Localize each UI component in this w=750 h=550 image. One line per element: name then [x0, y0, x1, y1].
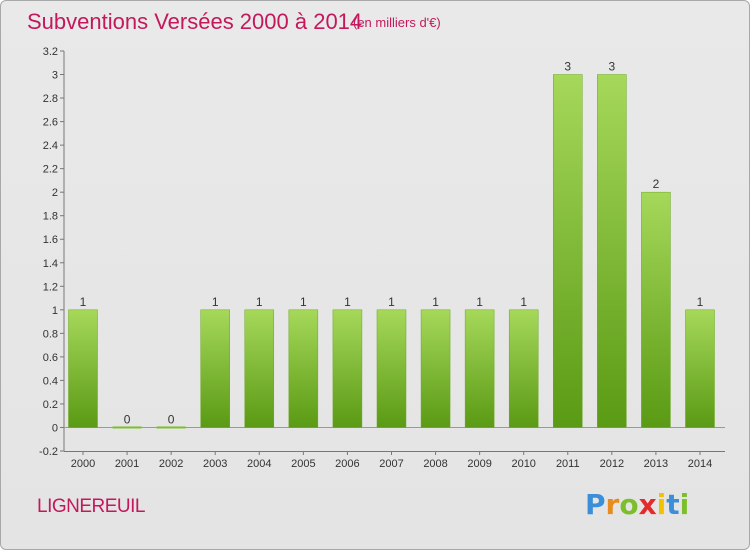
data-label: 3 — [608, 60, 615, 74]
x-tick-label: 2003 — [203, 458, 227, 470]
data-label: 1 — [256, 295, 263, 309]
x-tick-label: 2009 — [467, 458, 491, 470]
bar — [641, 191, 671, 428]
data-label: 1 — [476, 295, 483, 309]
x-tick-label: 2012 — [600, 458, 624, 470]
x-tick-label: 2008 — [423, 458, 447, 470]
bar — [464, 309, 495, 428]
y-tick-label: 1 — [52, 305, 58, 317]
y-tick-label: 1.6 — [43, 234, 58, 246]
x-tick-label: 2001 — [115, 458, 139, 470]
y-tick-label: -0.2 — [39, 446, 58, 458]
x-tick-label: 2013 — [644, 458, 668, 470]
y-tick-label: 1.4 — [43, 258, 58, 270]
y-tick-label: 0.4 — [43, 375, 58, 387]
y-tick-label: 3.2 — [43, 46, 58, 58]
x-tick-label: 2010 — [511, 458, 535, 470]
logo-letter: i — [656, 488, 667, 521]
y-tick-label: 2.2 — [43, 164, 58, 176]
bar — [200, 309, 230, 428]
bar — [244, 309, 275, 428]
data-label: 1 — [212, 295, 219, 309]
logo-letter: i — [679, 488, 690, 521]
y-tick-label: 1.2 — [43, 281, 58, 293]
data-label: 3 — [564, 60, 571, 74]
bar — [112, 426, 142, 429]
x-tick-label: 2011 — [556, 458, 580, 470]
x-tick-label: 2014 — [688, 458, 712, 470]
bar — [376, 309, 407, 428]
data-label: 1 — [520, 295, 527, 309]
x-tick-label: 2005 — [291, 458, 315, 470]
logo-letter: o — [619, 488, 639, 521]
logo-letter: r — [605, 488, 620, 521]
x-tick-label: 2000 — [71, 458, 95, 470]
data-label: 2 — [653, 177, 660, 191]
y-tick-label: 0.6 — [43, 352, 58, 364]
proxiti-logo: Proxiti — [585, 488, 689, 521]
data-label: 1 — [388, 295, 395, 309]
x-tick-label: 2007 — [379, 458, 403, 470]
data-label: 1 — [432, 295, 439, 309]
y-tick-label: 3 — [52, 70, 58, 82]
bar — [597, 74, 627, 428]
bar — [420, 309, 451, 428]
data-label: 1 — [300, 295, 307, 309]
x-tick-label: 2006 — [335, 458, 359, 470]
chart-title: Subventions Versées 2000 à 2014 — [27, 9, 363, 34]
bar — [685, 309, 715, 428]
y-tick-label: 0 — [52, 422, 58, 434]
data-label: 1 — [697, 295, 704, 309]
y-tick-label: 2 — [52, 187, 58, 199]
bar — [68, 309, 98, 428]
logo-letter: t — [666, 488, 680, 521]
data-label: 0 — [124, 412, 131, 426]
x-tick-label: 2002 — [159, 458, 183, 470]
y-tick-label: 2.8 — [43, 93, 58, 105]
logo-letter: x — [638, 488, 657, 521]
y-tick-label: 0.2 — [43, 399, 58, 411]
data-label: 1 — [80, 295, 87, 309]
bar — [288, 309, 319, 428]
data-label: 1 — [344, 295, 351, 309]
y-tick-label: 2.6 — [43, 117, 58, 129]
y-tick-label: 1.8 — [43, 211, 58, 223]
logo-letter: P — [585, 488, 606, 521]
bar — [332, 309, 363, 428]
data-label: 0 — [168, 412, 175, 426]
x-tick-label: 2004 — [247, 458, 271, 470]
bar — [508, 309, 539, 428]
bar — [156, 426, 186, 429]
bar — [553, 74, 583, 428]
y-tick-label: 0.8 — [43, 328, 58, 340]
commune-name: LIGNEREUIL — [37, 496, 145, 517]
y-tick-label: 2.4 — [43, 140, 58, 152]
chart-subtitle: (en milliers d'€) — [353, 15, 441, 30]
